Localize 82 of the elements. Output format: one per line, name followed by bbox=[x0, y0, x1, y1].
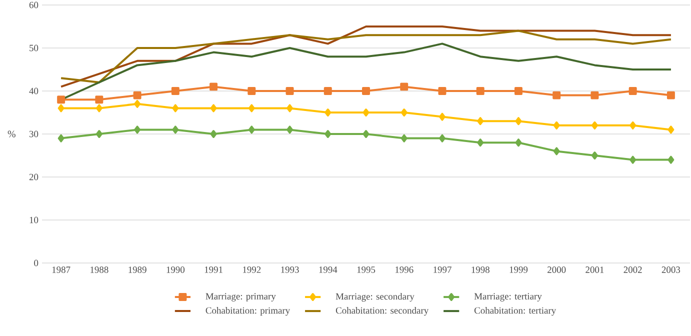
point bbox=[591, 152, 598, 160]
point bbox=[96, 104, 102, 112]
point bbox=[58, 104, 64, 112]
point bbox=[362, 108, 370, 116]
legend-label: Marriage: secondary bbox=[336, 292, 414, 302]
point bbox=[400, 134, 408, 142]
point bbox=[400, 108, 408, 116]
x-tick-label: 2002 bbox=[624, 266, 642, 273]
legend-label: Cohabitation: tertiary bbox=[474, 307, 556, 316]
point bbox=[553, 147, 560, 156]
y-tick-label: 20 bbox=[29, 174, 38, 180]
x-tick-label: 1992 bbox=[243, 266, 261, 273]
x-tick-label: 1995 bbox=[357, 266, 376, 273]
y-tick-label: 50 bbox=[30, 44, 38, 52]
x-tick-label: 1987 bbox=[52, 266, 70, 273]
point bbox=[324, 130, 332, 138]
point bbox=[324, 108, 332, 116]
point bbox=[286, 126, 294, 134]
point bbox=[58, 134, 64, 142]
legend-label: Marriage: primary bbox=[206, 293, 276, 302]
y-tick-label: 30 bbox=[29, 130, 38, 138]
point bbox=[172, 104, 179, 112]
point bbox=[171, 87, 180, 95]
point bbox=[248, 87, 256, 95]
y-tick-label: 60 bbox=[29, 2, 38, 8]
point bbox=[134, 100, 141, 108]
point bbox=[248, 104, 255, 112]
legend-label: Cohabitation: secondary bbox=[336, 307, 429, 316]
point bbox=[477, 138, 484, 147]
point bbox=[630, 121, 636, 130]
point bbox=[668, 126, 674, 134]
point bbox=[362, 87, 370, 95]
point bbox=[514, 87, 522, 95]
point bbox=[57, 96, 66, 104]
point bbox=[400, 82, 408, 91]
point bbox=[515, 117, 522, 126]
point bbox=[286, 104, 294, 112]
x-tick-label: 1994 bbox=[319, 266, 338, 273]
point bbox=[210, 104, 217, 112]
legend-label: Cohabitation: primary bbox=[206, 307, 290, 316]
point bbox=[134, 126, 141, 134]
x-tick-label: 1991 bbox=[204, 266, 222, 273]
x-tick-label: 1998 bbox=[472, 266, 490, 273]
point bbox=[553, 121, 560, 130]
x-tick-label: 1988 bbox=[90, 266, 108, 273]
point bbox=[324, 87, 332, 95]
x-tick-label: 2000 bbox=[548, 266, 566, 273]
x-tick-label: 1999 bbox=[510, 266, 528, 273]
point bbox=[668, 156, 674, 164]
point bbox=[95, 96, 104, 104]
x-tick-label: 1996 bbox=[395, 266, 414, 273]
y-tick-label: 0 bbox=[34, 260, 38, 266]
point bbox=[438, 112, 446, 121]
point bbox=[438, 134, 446, 142]
x-tick-label: 1990 bbox=[166, 266, 185, 273]
point bbox=[96, 130, 102, 138]
y-tick-label: 40 bbox=[29, 88, 38, 94]
x-tick-label: 2001 bbox=[586, 266, 604, 273]
point bbox=[552, 91, 561, 100]
x-tick-label: 1997 bbox=[434, 266, 452, 273]
point bbox=[438, 87, 446, 95]
point bbox=[590, 91, 599, 100]
point bbox=[210, 130, 217, 138]
point bbox=[362, 130, 370, 138]
point bbox=[248, 126, 255, 134]
point bbox=[591, 121, 598, 130]
y-axis-title: % bbox=[8, 130, 16, 138]
point bbox=[630, 156, 636, 164]
x-tick-label: 1989 bbox=[128, 266, 146, 273]
legend-label: Marriage: tertiary bbox=[474, 293, 542, 302]
point bbox=[666, 91, 675, 100]
x-tick-label: 2003 bbox=[662, 266, 680, 273]
y-tick-label: 10 bbox=[30, 216, 38, 224]
point bbox=[210, 82, 218, 91]
point bbox=[477, 117, 484, 126]
point bbox=[628, 87, 637, 95]
point bbox=[172, 126, 179, 134]
x-tick-label: 1993 bbox=[281, 266, 299, 273]
point bbox=[476, 87, 484, 95]
point bbox=[286, 87, 294, 95]
point bbox=[515, 138, 522, 147]
point bbox=[133, 91, 142, 100]
